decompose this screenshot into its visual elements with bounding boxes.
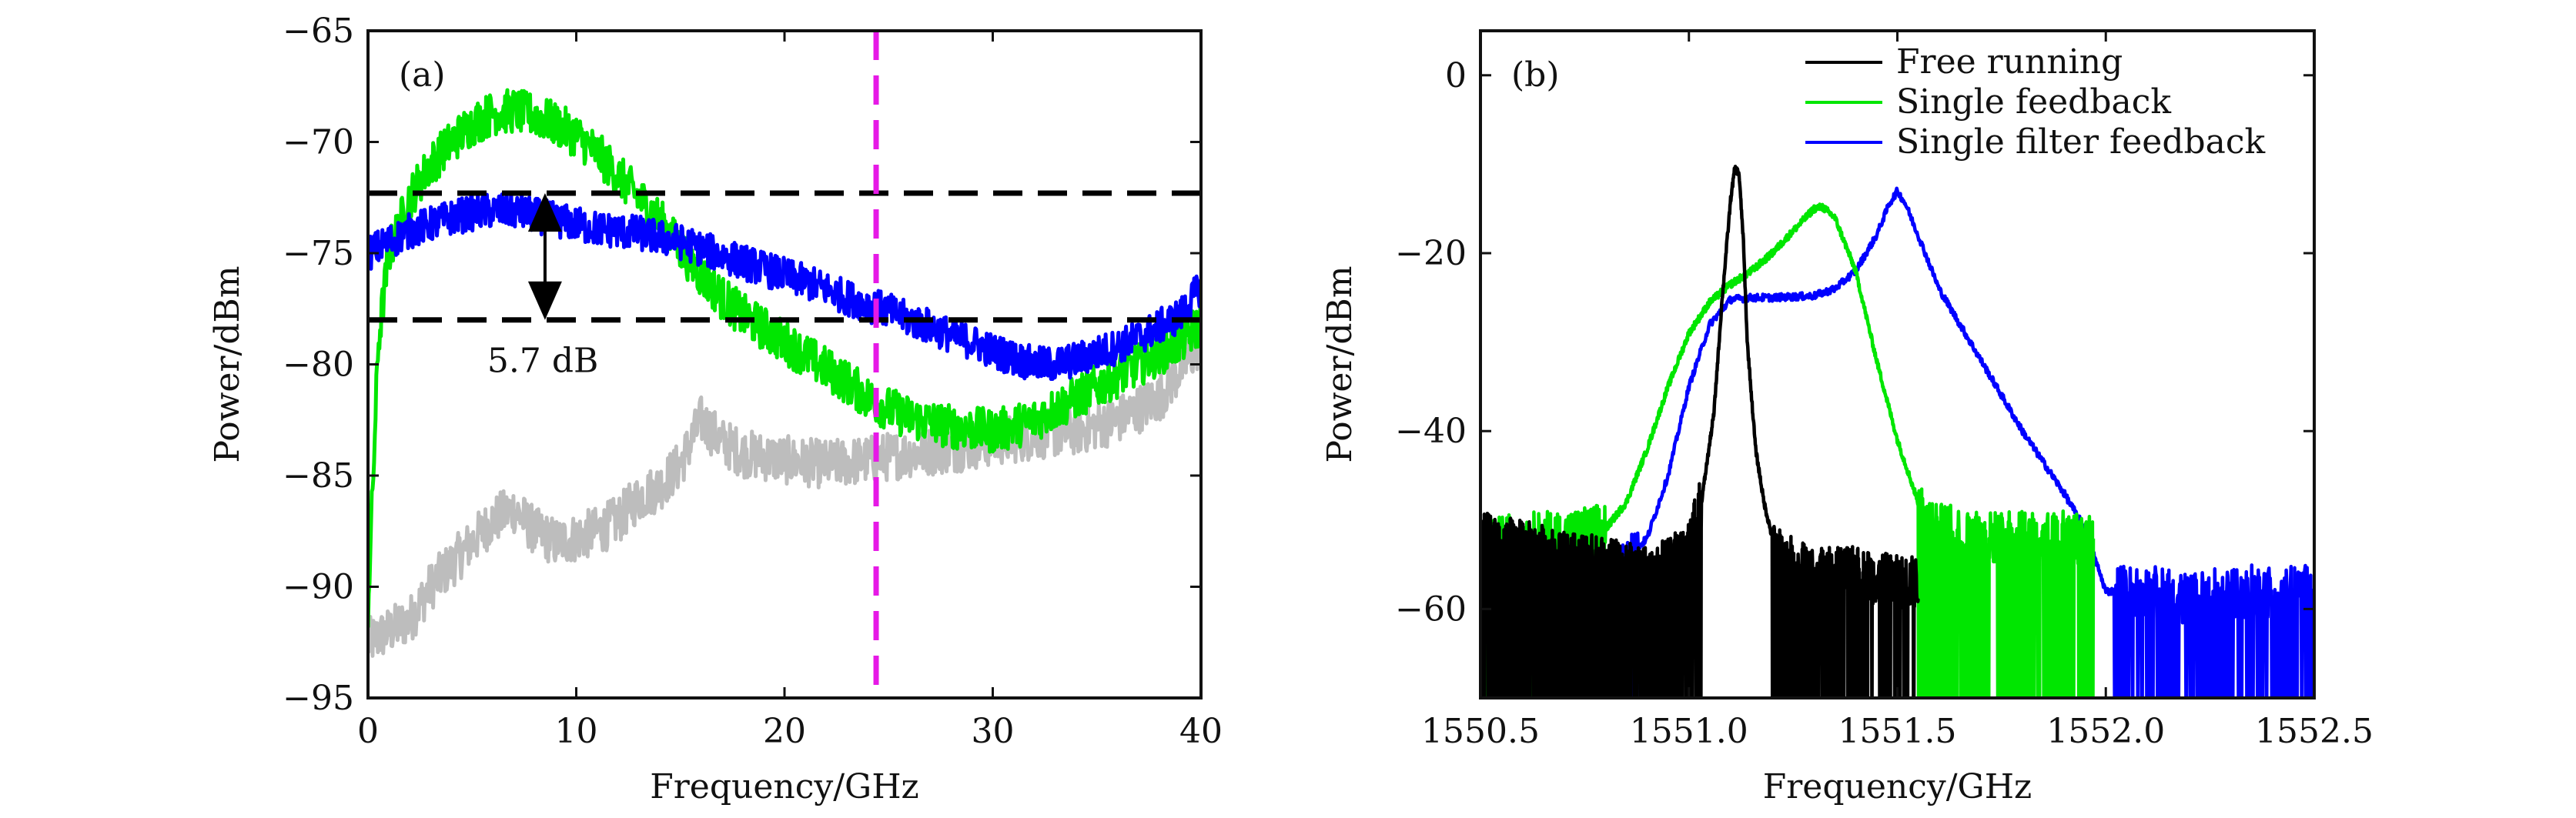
trace-single-filter-feedback [1480,186,2314,698]
x-axis-label-a: Frequency/GHz [650,767,919,806]
trace-blue [368,191,1201,381]
y-tick-label-a: −95 [283,679,354,718]
x-axis-label-b: Frequency/GHz [1763,767,2032,806]
trace-free-running [1480,165,1920,698]
y-tick-label-a: −85 [283,456,354,496]
plot-area-a [368,31,1201,698]
y-tick-label-b: 0 [1445,56,1467,95]
y-tick-label-a: −75 [283,234,354,273]
x-tick-label-b: 1552.5 [2255,712,2374,751]
x-tick-label-b: 1552.0 [2046,712,2165,751]
x-tick-label-b: 1551.0 [1630,712,1748,751]
x-tick-label-b: 1550.5 [1421,712,1540,751]
y-axis-label-b: Power/dBm [1320,265,1360,462]
y-tick-label-b: −20 [1395,234,1467,273]
trace-green [368,88,1201,628]
x-tick-label-a: 0 [357,712,379,751]
x-tick-label-a: 20 [763,712,806,751]
panel-label-a: (a) [399,55,446,95]
x-tick-label-a: 40 [1179,712,1223,751]
arrow-head-up-icon [527,192,562,232]
legend-label-free-running: Free running [1896,42,2123,82]
panel-label-b: (b) [1511,55,1560,95]
x-tick-label-a: 10 [555,712,598,751]
y-axis-label-a: Power/dBm [208,265,247,462]
legend-b: Free running Single feedback Single filt… [1805,42,2266,162]
trace-gray [368,323,1201,658]
chart-panel-a: 0 10 20 30 40 −95 −90 −85 −80 −75 −70 −65 (a) Frequ… [208,12,1223,806]
x-tick-label-a: 30 [972,712,1015,751]
x-tick-label-b: 1551.5 [1838,712,1957,751]
legend-label-single-feedback: Single feedback [1896,82,2171,122]
y-tick-label-a: −65 [283,12,354,51]
ticks-a: 0 10 20 30 40 −95 −90 −85 −80 −75 −70 −65 [283,12,1223,751]
y-tick-label-a: −70 [283,123,354,162]
y-tick-label-b: −60 [1395,589,1467,629]
ticks-b: 1550.5 1551.0 1551.5 1552.0 1552.5 −60 −40 −20 0 [1395,31,2374,751]
plot-area-b [1480,165,2314,698]
legend-label-single-filter-feedback: Single filter feedback [1896,122,2266,162]
y-tick-label-a: −90 [283,568,354,607]
arrow-head-down-icon [527,281,562,320]
y-tick-label-a: −80 [283,346,354,385]
y-tick-label-b: −40 [1395,412,1467,451]
chart-panel-b: 1550.5 1551.0 1551.5 1552.0 1552.5 −60 −40 −20 0… [1320,29,2374,806]
annotation-5-7-db: 5.7 dB [487,342,598,381]
